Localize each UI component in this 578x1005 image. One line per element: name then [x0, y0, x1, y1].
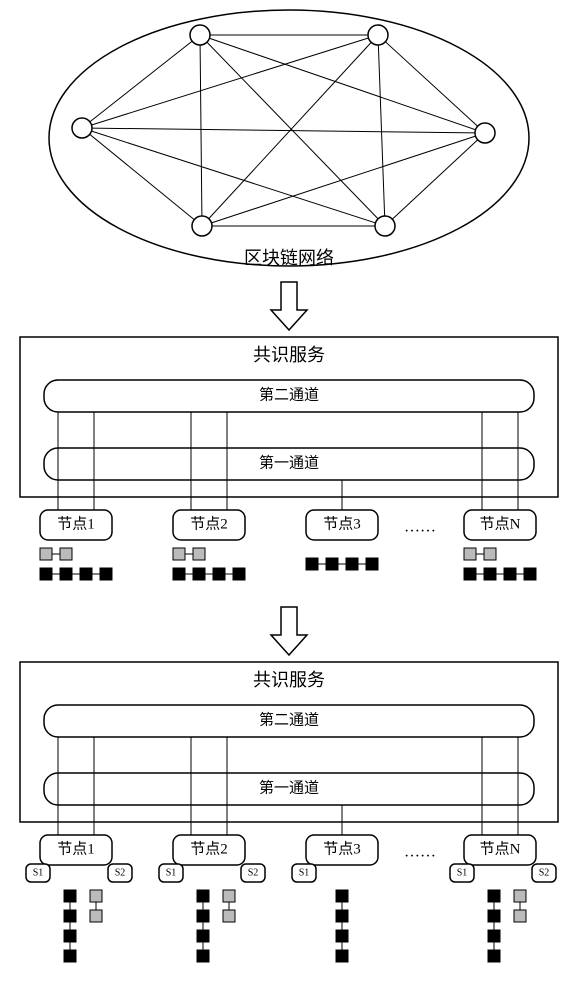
gray-block [484, 548, 496, 560]
network-edge [82, 128, 485, 133]
flow-arrow [271, 607, 307, 655]
service-title: 共识服务 [253, 670, 325, 690]
peer-node-label: 节点1 [57, 515, 95, 532]
network-node [375, 216, 395, 236]
peer-node-label: 节点1 [57, 840, 95, 857]
black-block [213, 568, 225, 580]
black-block [488, 890, 500, 902]
gray-block [60, 548, 72, 560]
black-block [233, 568, 245, 580]
gray-block [40, 548, 52, 560]
network-edge [200, 35, 485, 133]
black-block [64, 950, 76, 962]
black-block [524, 568, 536, 580]
black-block [100, 568, 112, 580]
network-edge [82, 35, 378, 128]
network-edge [82, 128, 385, 226]
peer-node-label: 节点2 [190, 840, 228, 857]
black-block [464, 568, 476, 580]
network-edge [82, 128, 202, 226]
peer-node-label: 节点3 [323, 840, 361, 857]
black-block [488, 950, 500, 962]
network-label: 区块链网络 [244, 248, 334, 268]
ellipsis: …… [404, 844, 436, 861]
black-block [488, 930, 500, 942]
network-node [190, 25, 210, 45]
black-block [64, 890, 76, 902]
black-block [64, 910, 76, 922]
gray-block [90, 890, 102, 902]
network-node [475, 123, 495, 143]
network-node [368, 25, 388, 45]
gray-block [464, 548, 476, 560]
gray-block [193, 548, 205, 560]
black-block [488, 910, 500, 922]
flow-arrow [271, 282, 307, 330]
black-block [197, 910, 209, 922]
channel-label: 第二通道 [259, 385, 319, 403]
network-edge [385, 133, 485, 226]
black-block [484, 568, 496, 580]
network-ellipse [49, 10, 529, 266]
black-block [306, 558, 318, 570]
gray-block [223, 890, 235, 902]
peer-node-label: 节点N [480, 515, 521, 532]
s-label: S2 [248, 867, 259, 878]
black-block [193, 568, 205, 580]
network-edge [378, 35, 485, 133]
s-label: S2 [539, 867, 550, 878]
black-block [336, 930, 348, 942]
black-block [173, 568, 185, 580]
black-block [326, 558, 338, 570]
channel-label: 第一通道 [259, 778, 319, 796]
s-label: S1 [33, 867, 44, 878]
black-block [80, 568, 92, 580]
black-block [40, 568, 52, 580]
black-block [197, 950, 209, 962]
peer-node-label: 节点3 [323, 515, 361, 532]
gray-block [514, 890, 526, 902]
s-label: S1 [166, 867, 177, 878]
black-block [504, 568, 516, 580]
service-title: 共识服务 [253, 345, 325, 365]
diagram-canvas: 区块链网络共识服务第二通道第一通道节点1节点2节点3节点N……共识服务第二通道第… [0, 0, 578, 1000]
gray-block [173, 548, 185, 560]
peer-node-label: 节点N [480, 840, 521, 857]
s-label: S2 [115, 867, 126, 878]
gray-block [223, 910, 235, 922]
gray-block [514, 910, 526, 922]
network-edge [378, 35, 385, 226]
channel-label: 第一通道 [259, 453, 319, 471]
ellipsis: …… [404, 519, 436, 536]
network-edge [82, 35, 200, 128]
s-label: S1 [457, 867, 468, 878]
black-block [197, 890, 209, 902]
black-block [336, 910, 348, 922]
black-block [197, 930, 209, 942]
network-node [192, 216, 212, 236]
channel-label: 第二通道 [259, 710, 319, 728]
gray-block [90, 910, 102, 922]
black-block [366, 558, 378, 570]
network-edge [200, 35, 202, 226]
black-block [60, 568, 72, 580]
black-block [346, 558, 358, 570]
peer-node-label: 节点2 [190, 515, 228, 532]
s-label: S1 [299, 867, 310, 878]
black-block [336, 890, 348, 902]
black-block [336, 950, 348, 962]
black-block [64, 930, 76, 942]
network-node [72, 118, 92, 138]
